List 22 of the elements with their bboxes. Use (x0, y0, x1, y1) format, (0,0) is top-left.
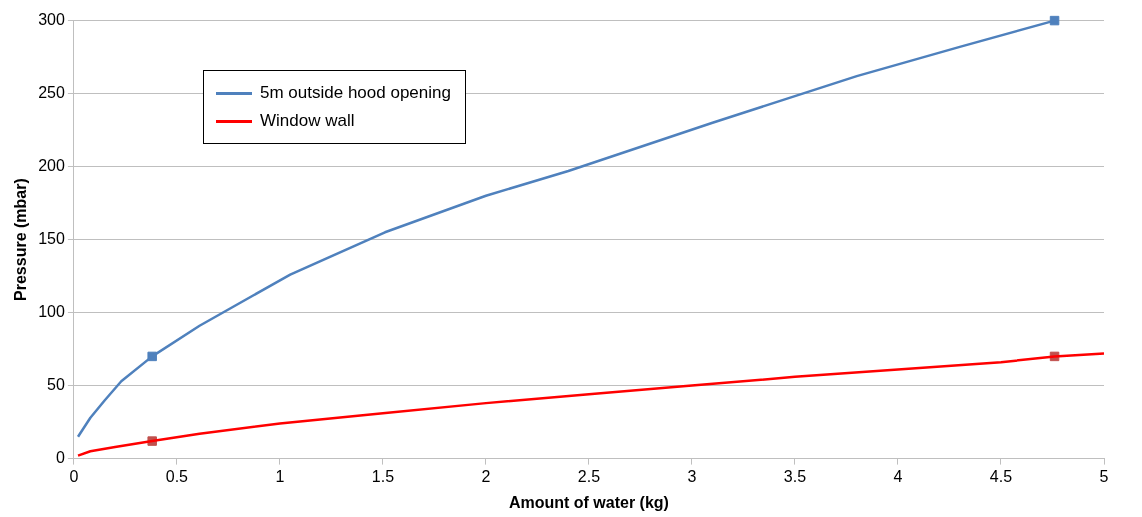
x-tick-label: 4.5 (989, 467, 1013, 485)
x-tick-label: 2.5 (577, 467, 601, 485)
y-tick-label: 250 (38, 84, 65, 102)
x-tick-label: 2 (481, 467, 491, 485)
y-tick-label: 50 (47, 376, 65, 394)
x-tick-label: 1.5 (371, 467, 395, 485)
y-tick-label: 150 (38, 230, 65, 248)
legend-label: Window wall (260, 111, 355, 131)
x-tick-label: 5 (1099, 467, 1109, 485)
x-axis-title: Amount of water (kg) (508, 493, 669, 511)
x-tick-label: 0.5 (165, 467, 189, 485)
legend-label: 5m outside hood opening (260, 83, 451, 103)
y-axis-title: Pressure (mbar) (12, 178, 30, 301)
y-tick-label: 100 (38, 303, 65, 321)
x-tick-label: 4 (893, 467, 903, 485)
y-tick-label: 300 (38, 11, 65, 29)
x-tick-label: 0 (69, 467, 79, 485)
x-tick-label: 3 (687, 467, 697, 485)
y-tick-label: 0 (55, 449, 65, 467)
x-tick-label: 1 (275, 467, 285, 485)
y-tick-label: 200 (38, 157, 65, 175)
x-tick-label: 3.5 (783, 467, 807, 485)
